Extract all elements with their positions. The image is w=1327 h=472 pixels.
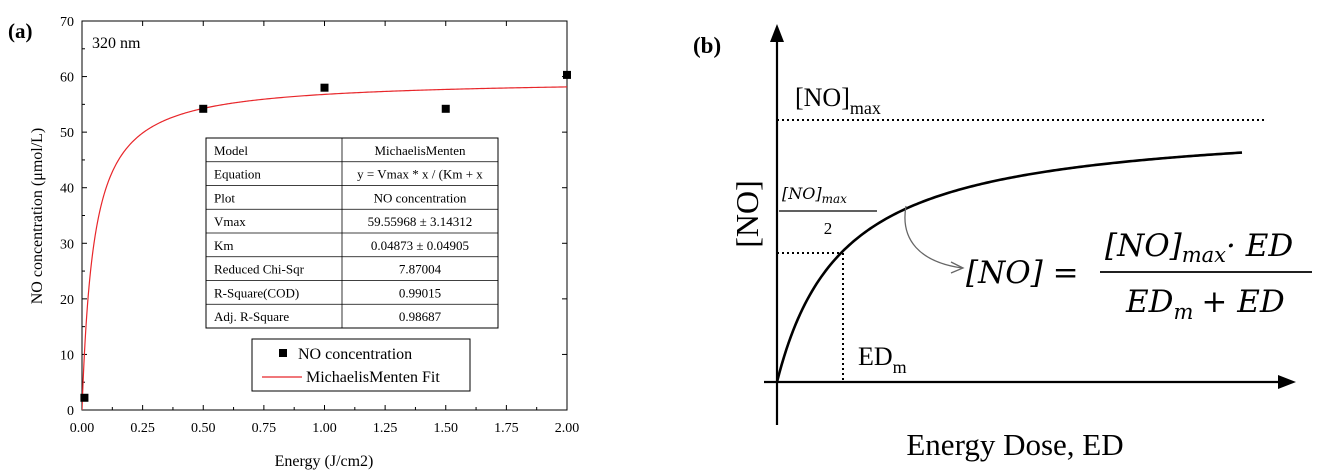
- x-tick-label: 2.00: [555, 421, 580, 436]
- fit-table-value: 0.04873 ± 0.04905: [371, 238, 469, 253]
- fit-table-key: Vmax: [214, 214, 246, 229]
- x-tick-labels: 0.00 0.25 0.50 0.75 1.00 1.25 1.50 1.75 2.00: [70, 421, 580, 436]
- fit-table-key: Model: [214, 143, 248, 158]
- fit-table-key: Reduced Chi-Sqr: [214, 262, 305, 277]
- x-axis-arrow-icon: [1278, 375, 1296, 389]
- equation-numerator: [NO]max· ED: [1105, 228, 1293, 267]
- equation: [NO] = [NO]max· ED EDm + ED: [966, 228, 1312, 324]
- fit-table-key: Plot: [214, 190, 235, 205]
- fit-table-key: Km: [214, 238, 234, 253]
- y-tick-label: 50: [60, 126, 74, 141]
- legend-item-data: NO concentration: [298, 346, 412, 363]
- y-tick-label: 20: [60, 293, 74, 308]
- x-tick-label: 0.50: [191, 421, 216, 436]
- fit-table: Model MichaelisMenten Equation y = Vmax * x…: [205, 137, 499, 329]
- x-tick-label: 1.25: [373, 421, 398, 436]
- svg-text:[NO]max: [NO]max: [782, 184, 847, 206]
- y-tick-label: 0: [67, 404, 74, 419]
- panel-a: (a) 0.00 0.25 0.50 0.75 1.00 1.25 1.50 1.75 2.00…: [8, 15, 579, 470]
- panel-b-label: (b): [693, 33, 721, 58]
- wavelength-annotation: 320 nm: [92, 35, 141, 52]
- saturation-curve: [775, 151, 1243, 383]
- fit-table-value: MichaelisMenten: [375, 143, 466, 158]
- y-axis-arrow-icon: [770, 24, 784, 42]
- fit-table-value: 59.55968 ± 3.14312: [368, 214, 473, 229]
- equation-denominator: EDm + ED: [1125, 284, 1285, 324]
- legend-item-fit: MichaelisMenten Fit: [306, 369, 440, 386]
- y-tick-label: 30: [60, 237, 74, 252]
- y-tick-label: 60: [60, 71, 74, 86]
- b-y-axis-label: [NO]: [729, 180, 765, 248]
- arrowhead-icon: [950, 261, 965, 274]
- x-tick-label: 0.75: [252, 421, 277, 436]
- data-point: [320, 83, 329, 92]
- panel-b: (b) [NO]max [NO]max 2 [NO] EDm: [693, 24, 1312, 462]
- x-tick-label: 1.75: [494, 421, 519, 436]
- svg-text:2: 2: [824, 219, 833, 238]
- data-point: [199, 104, 208, 113]
- y-tick-label: 40: [60, 182, 74, 197]
- y-tick-label: 70: [60, 15, 74, 30]
- fit-table-key: Adj. R-Square: [214, 309, 289, 324]
- x-tick-label: 1.50: [434, 421, 459, 436]
- fit-table-value: 0.98687: [399, 309, 442, 324]
- fit-table-key: Equation: [214, 167, 261, 182]
- edm-label: EDm: [858, 342, 907, 377]
- fit-table-value: y = Vmax * x / (Km + x: [357, 167, 483, 182]
- fit-table-key: R-Square(COD): [214, 285, 299, 300]
- panel-a-label: (a): [8, 19, 33, 43]
- x-axis-label: Energy (J/cm2): [275, 453, 374, 470]
- x-tick-label: 0.25: [130, 421, 155, 436]
- legend: NO concentration MichaelisMenten Fit: [251, 338, 471, 392]
- data-points: [80, 70, 571, 402]
- equation-pointer-arrow: [904, 205, 963, 269]
- b-x-axis-label: Energy Dose, ED: [906, 427, 1123, 462]
- y-tick-labels: 0 10 20 30 40 50 60 70: [60, 15, 74, 419]
- y-axis-label: NO concentration (μmol/L): [29, 128, 46, 305]
- half-max-label: [NO]max 2: [779, 184, 877, 238]
- x-tick-label: 1.00: [312, 421, 337, 436]
- fit-table-value: 0.99015: [399, 285, 441, 300]
- data-point: [80, 393, 89, 402]
- data-point: [441, 104, 450, 113]
- legend-marker-square: [279, 349, 287, 357]
- fit-table-value: NO concentration: [374, 190, 467, 205]
- y-tick-label: 10: [60, 348, 74, 363]
- x-tick-label: 0.00: [70, 421, 95, 436]
- max-label: [NO]max: [795, 83, 881, 118]
- fit-table-value: 7.87004: [399, 262, 442, 277]
- equation-lhs: [NO] =: [966, 255, 1079, 291]
- data-point: [563, 70, 571, 79]
